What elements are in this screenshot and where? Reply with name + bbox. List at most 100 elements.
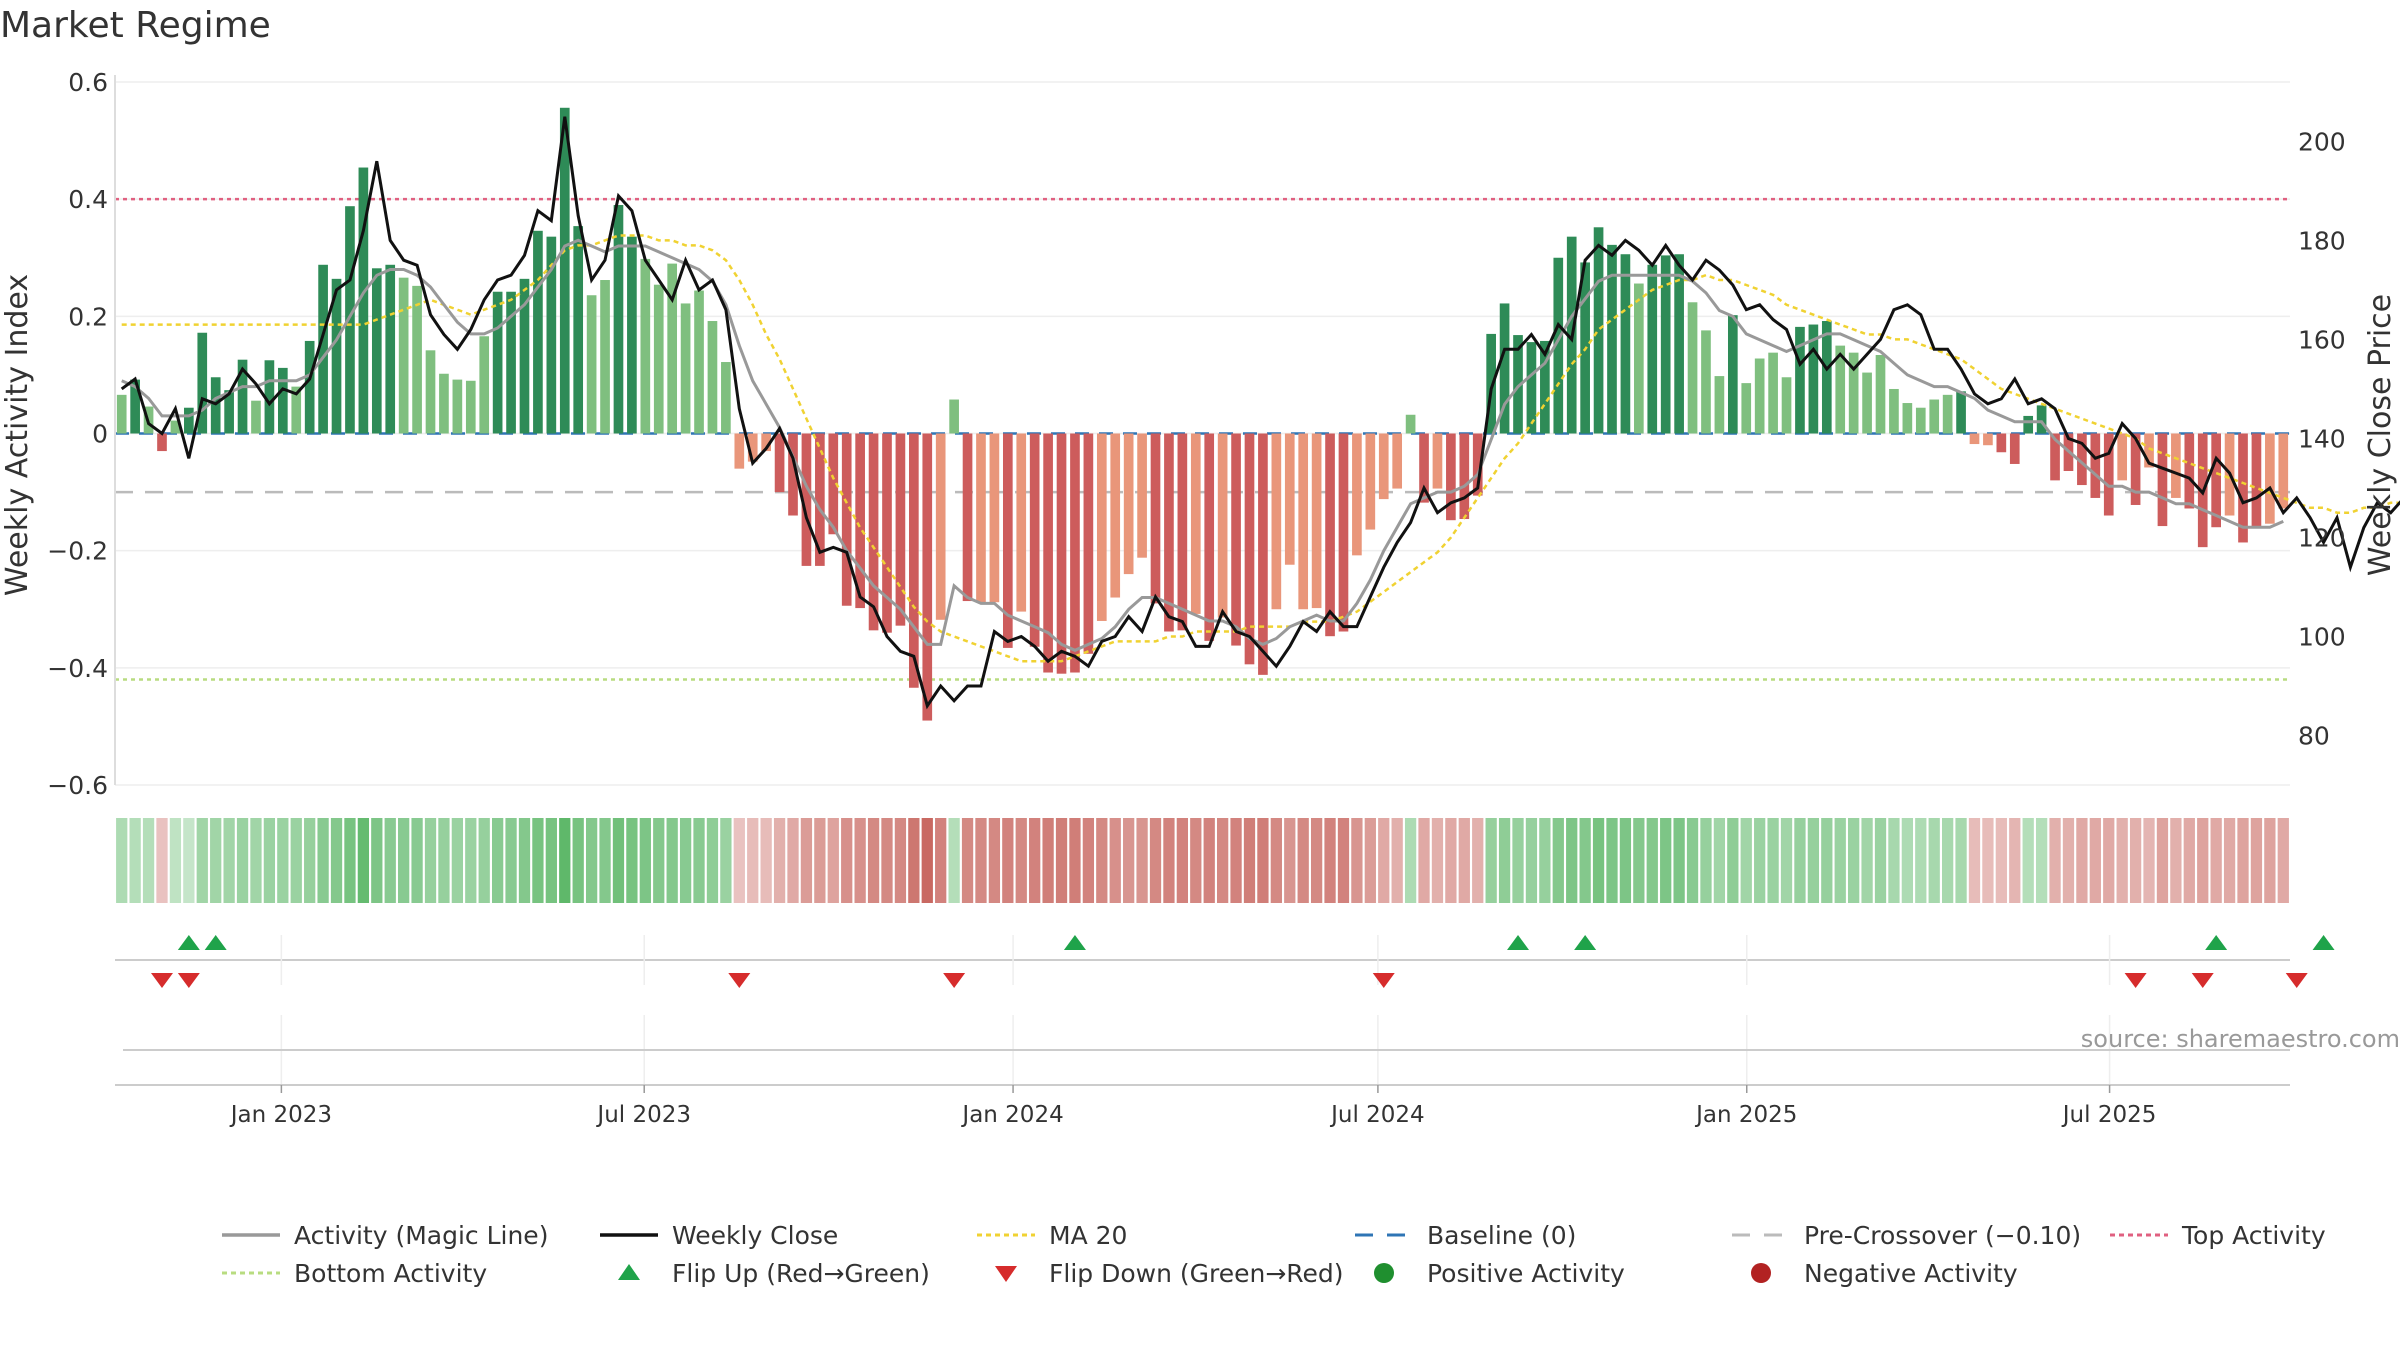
- regime-cell: [545, 818, 557, 903]
- regime-cell: [2170, 818, 2182, 903]
- regime-cell: [1727, 818, 1739, 903]
- activity-bar: [1325, 433, 1335, 637]
- activity-bar: [519, 278, 530, 434]
- activity-bar: [1405, 414, 1416, 434]
- activity-bar: [2009, 433, 2020, 464]
- regime-cell: [371, 818, 383, 903]
- regime-cell: [948, 818, 960, 903]
- activity-bar: [2103, 433, 2114, 516]
- activity-bar: [909, 433, 919, 688]
- regime-cell: [800, 818, 813, 903]
- activity-bar: [1392, 433, 1403, 489]
- regime-cell: [787, 818, 799, 903]
- y-tick-label-left: 0.4: [68, 185, 108, 214]
- regime-cell: [1297, 818, 1309, 903]
- regime-cell: [1646, 818, 1658, 903]
- activity-bar: [640, 258, 651, 434]
- activity-bar: [1701, 330, 1711, 434]
- series-lines: [120, 116, 2400, 710]
- activity-bar: [1029, 433, 1040, 647]
- activity-bar: [2090, 433, 2101, 498]
- legend-item: Pre-Crossover (−0.10): [1732, 1221, 2081, 1250]
- activity-bar: [949, 399, 959, 434]
- regime-cell: [156, 818, 168, 903]
- regime-cell: [921, 818, 933, 903]
- activity-bar: [868, 433, 879, 631]
- regime-cell: [1270, 818, 1282, 903]
- activity-bar: [1862, 372, 1872, 434]
- source-label: source: sharemaestro.com: [2081, 1025, 2400, 1053]
- activity-bar: [895, 433, 906, 626]
- y-tick-label-right: 100: [2298, 622, 2346, 651]
- legend-item: Flip Up (Red→Green): [618, 1259, 930, 1288]
- regime-cell: [1042, 818, 1054, 903]
- activity-bar: [1083, 433, 1094, 654]
- regime-cell: [478, 818, 490, 903]
- flip-down-marker: [2124, 973, 2147, 988]
- activity-bar: [251, 400, 261, 434]
- y-tick-label-right: 160: [2298, 325, 2346, 354]
- activity-bar: [922, 433, 933, 721]
- regime-cell: [585, 818, 598, 903]
- regime-cell: [2250, 818, 2263, 903]
- regime-cell: [1660, 818, 1672, 903]
- activity-bar: [157, 433, 167, 452]
- regime-cell: [841, 818, 853, 903]
- regime-cell: [505, 818, 517, 903]
- activity-bar: [2171, 433, 2181, 498]
- regime-cell: [1029, 818, 1041, 903]
- regime-cell: [250, 818, 262, 903]
- regime-cell: [1700, 818, 1712, 903]
- regime-cell: [1418, 818, 1430, 903]
- legend-symbol-dot: [1751, 1263, 1771, 1283]
- activity-bar: [385, 264, 396, 434]
- activity-bar: [1110, 433, 1121, 598]
- legend-item-label: MA 20: [1049, 1221, 1127, 1250]
- lower-panel: [123, 1015, 2290, 1085]
- regime-cell: [1203, 818, 1215, 903]
- regime-cell: [2062, 818, 2075, 903]
- activity-bar: [1459, 433, 1470, 520]
- activity-bar: [1150, 433, 1161, 604]
- activity-bar: [1298, 433, 1309, 610]
- regime-cell: [2089, 818, 2101, 903]
- flip-down-marker: [943, 973, 966, 988]
- regime-cell: [1190, 818, 1202, 903]
- flip-down-marker: [728, 973, 751, 988]
- legend-item-label: Flip Down (Green→Red): [1049, 1259, 1344, 1288]
- regime-cell: [1915, 818, 1927, 903]
- activity-bar: [667, 263, 678, 434]
- activity-bar: [1043, 433, 1053, 673]
- regime-cell: [263, 818, 276, 903]
- regime-cell: [1498, 818, 1511, 903]
- y-tick-label-left: 0.6: [68, 68, 108, 97]
- legend-item-label: Top Activity: [2181, 1221, 2326, 1250]
- regime-cell: [465, 818, 477, 903]
- activity-bar: [1835, 345, 1846, 434]
- activity-bar: [788, 433, 798, 516]
- x-tick-label: Jul 2024: [1329, 1102, 1425, 1128]
- flip-down-marker: [2191, 973, 2214, 988]
- activity-bar: [1996, 433, 2007, 453]
- regime-cell: [733, 818, 745, 903]
- regime-heat-strip: [116, 818, 2289, 903]
- x-tick-label: Jan 2025: [1694, 1102, 1797, 1128]
- activity-bar: [600, 280, 610, 434]
- legend-item-label: Weekly Close: [672, 1221, 838, 1250]
- activity-bar: [2144, 433, 2154, 468]
- activity-bar: [1553, 257, 1564, 434]
- regime-cell: [881, 818, 893, 903]
- regime-cell: [827, 818, 839, 903]
- activity-bar: [1848, 352, 1859, 434]
- activity-bar: [345, 206, 355, 434]
- regime-cell: [1069, 818, 1081, 903]
- legend-symbol-triangle-down: [995, 1266, 1017, 1282]
- regime-cell: [935, 818, 947, 903]
- regime-cell: [1794, 818, 1806, 903]
- regime-cell: [1754, 818, 1766, 903]
- regime-cell: [773, 818, 786, 903]
- activity-bar: [277, 367, 288, 434]
- activity-bar: [1499, 303, 1510, 434]
- regime-cell: [129, 818, 141, 903]
- activity-bar: [707, 321, 718, 434]
